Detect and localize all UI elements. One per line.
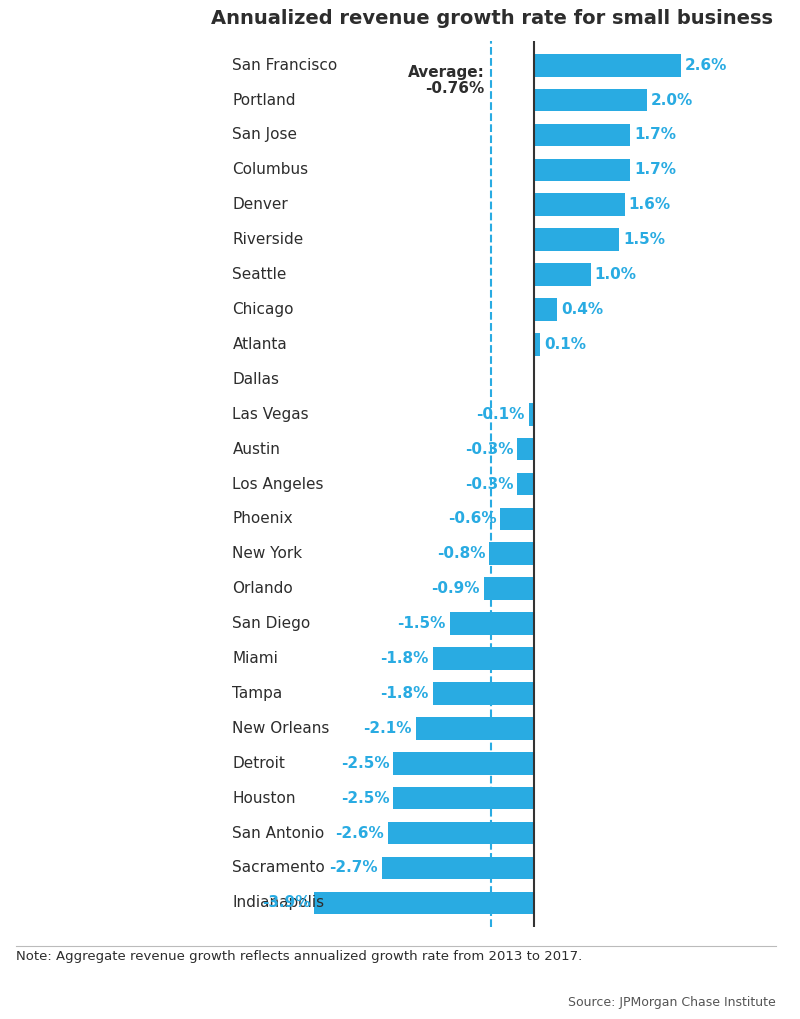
- Text: -0.3%: -0.3%: [465, 477, 514, 491]
- Text: 1.0%: 1.0%: [594, 267, 637, 282]
- Bar: [534, 333, 540, 356]
- Bar: [529, 403, 534, 426]
- Text: Miami: Miami: [233, 651, 278, 666]
- Text: Phoenix: Phoenix: [233, 512, 293, 527]
- Bar: [388, 821, 534, 845]
- Bar: [394, 787, 534, 809]
- Text: San Diego: San Diego: [233, 616, 310, 631]
- Bar: [534, 123, 630, 147]
- Text: -2.5%: -2.5%: [341, 791, 390, 806]
- Text: -0.76%: -0.76%: [426, 81, 485, 96]
- Title: Annualized revenue growth rate for small business: Annualized revenue growth rate for small…: [211, 9, 773, 29]
- Text: Orlando: Orlando: [233, 581, 294, 596]
- Text: Source: JPMorgan Chase Institute: Source: JPMorgan Chase Institute: [568, 996, 776, 1009]
- Text: -3.9%: -3.9%: [262, 896, 310, 910]
- Text: Indianapolis: Indianapolis: [233, 896, 325, 910]
- Bar: [534, 299, 557, 321]
- Bar: [382, 857, 534, 879]
- Text: -2.1%: -2.1%: [363, 720, 412, 736]
- Text: 0.4%: 0.4%: [561, 302, 603, 317]
- Text: San Francisco: San Francisco: [233, 58, 338, 72]
- Text: -0.9%: -0.9%: [431, 581, 479, 596]
- Text: -0.6%: -0.6%: [448, 512, 497, 527]
- Text: 1.6%: 1.6%: [629, 198, 670, 212]
- Text: New York: New York: [233, 546, 302, 561]
- Text: Average:: Average:: [408, 65, 485, 81]
- Text: Riverside: Riverside: [233, 232, 304, 248]
- Text: Detroit: Detroit: [233, 756, 286, 770]
- Text: Columbus: Columbus: [233, 162, 309, 177]
- Text: 1.5%: 1.5%: [623, 232, 665, 248]
- Text: Los Angeles: Los Angeles: [233, 477, 324, 491]
- Text: San Antonio: San Antonio: [233, 825, 325, 841]
- Text: Note: Aggregate revenue growth reflects annualized growth rate from 2013 to 2017: Note: Aggregate revenue growth reflects …: [16, 950, 582, 963]
- Bar: [534, 263, 590, 286]
- Text: -2.6%: -2.6%: [335, 825, 384, 841]
- Text: Denver: Denver: [233, 198, 288, 212]
- Text: -2.5%: -2.5%: [341, 756, 390, 770]
- Bar: [314, 892, 534, 914]
- Text: Austin: Austin: [233, 441, 280, 457]
- Text: Portland: Portland: [233, 93, 296, 108]
- Bar: [416, 717, 534, 740]
- Bar: [450, 612, 534, 635]
- Text: Tampa: Tampa: [233, 686, 282, 701]
- Bar: [518, 473, 534, 495]
- Bar: [433, 647, 534, 669]
- Text: Atlanta: Atlanta: [233, 337, 287, 352]
- Text: -0.8%: -0.8%: [437, 546, 486, 561]
- Text: -0.3%: -0.3%: [465, 441, 514, 457]
- Text: -1.8%: -1.8%: [381, 686, 429, 701]
- Text: San Jose: San Jose: [233, 127, 298, 143]
- Text: Sacramento: Sacramento: [233, 860, 326, 875]
- Text: 1.7%: 1.7%: [634, 127, 676, 143]
- Text: -0.1%: -0.1%: [476, 407, 525, 422]
- Text: 2.0%: 2.0%: [651, 93, 694, 108]
- Text: Las Vegas: Las Vegas: [233, 407, 309, 422]
- Bar: [433, 682, 534, 705]
- Text: Chicago: Chicago: [233, 302, 294, 317]
- Bar: [534, 228, 619, 251]
- Text: 1.7%: 1.7%: [634, 162, 676, 177]
- Text: 2.6%: 2.6%: [685, 58, 727, 72]
- Bar: [534, 54, 681, 76]
- Text: -2.7%: -2.7%: [330, 860, 378, 875]
- Bar: [483, 578, 534, 600]
- Bar: [501, 507, 534, 530]
- Text: -1.8%: -1.8%: [381, 651, 429, 666]
- Bar: [394, 752, 534, 774]
- Bar: [489, 542, 534, 566]
- Bar: [534, 159, 630, 181]
- Text: Houston: Houston: [233, 791, 296, 806]
- Text: 0.1%: 0.1%: [544, 337, 586, 352]
- Bar: [534, 89, 647, 111]
- Text: Seattle: Seattle: [233, 267, 287, 282]
- Bar: [518, 438, 534, 461]
- Text: New Orleans: New Orleans: [233, 720, 330, 736]
- Text: -1.5%: -1.5%: [398, 616, 446, 631]
- Text: Dallas: Dallas: [233, 372, 279, 387]
- Bar: [534, 194, 625, 216]
